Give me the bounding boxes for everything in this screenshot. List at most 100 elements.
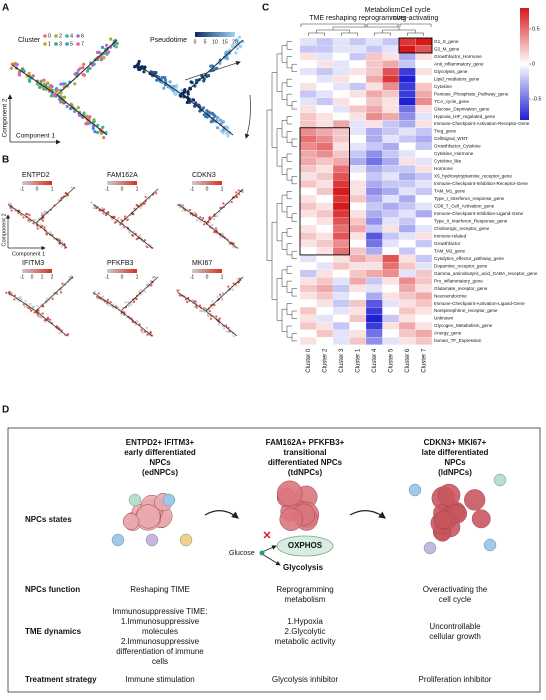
legend-label: 2 bbox=[59, 33, 62, 39]
row-label: human_TF_Expression bbox=[434, 338, 482, 343]
heatmap-cell bbox=[332, 202, 350, 211]
heatmap-cell bbox=[316, 67, 334, 76]
cell-dot bbox=[45, 233, 48, 236]
heatmap-cell bbox=[299, 82, 317, 91]
cell-dot bbox=[5, 291, 8, 294]
cell-dot bbox=[128, 231, 132, 234]
heatmap-cell bbox=[398, 180, 416, 188]
heatmap-cell bbox=[365, 45, 383, 54]
cell-dot bbox=[40, 212, 43, 215]
row-dendrogram bbox=[286, 243, 292, 256]
npc-cell bbox=[136, 504, 161, 529]
highlight-box bbox=[398, 37, 433, 54]
transition-arrow bbox=[349, 510, 386, 519]
heatmap-cell bbox=[332, 180, 350, 188]
trajectory-line bbox=[92, 292, 122, 312]
colorbar-tick-label: 1 bbox=[221, 274, 224, 280]
heatmap-cell bbox=[299, 277, 317, 285]
heatmap-cell bbox=[349, 329, 367, 338]
heatmap-cell bbox=[332, 172, 350, 181]
colorbar-tick-label: -1 bbox=[190, 274, 195, 280]
heatmap-cell bbox=[316, 202, 334, 211]
cell-dot bbox=[41, 79, 45, 83]
cell-dot bbox=[232, 242, 235, 245]
heatmap-cell bbox=[415, 337, 433, 345]
cell-dot bbox=[101, 295, 105, 298]
heatmap-cell bbox=[365, 269, 383, 278]
heatmap-cell bbox=[415, 277, 433, 285]
colorbar-tick-label: 0 bbox=[36, 186, 39, 192]
colorbar-tick-label: 2 bbox=[51, 274, 54, 280]
heatmap-cell bbox=[349, 194, 367, 203]
heatmap-cell bbox=[332, 135, 350, 143]
cell-dot bbox=[132, 233, 136, 237]
cell-dot bbox=[84, 122, 88, 126]
heatmap-cell bbox=[415, 232, 433, 241]
heatmap-cell bbox=[415, 224, 433, 233]
cell-dot bbox=[82, 73, 87, 77]
colorbar-tick-label: -0.5 bbox=[532, 96, 541, 102]
function-text: Reprogramming bbox=[276, 585, 333, 594]
heatmap-cell bbox=[316, 120, 334, 128]
row-dendrogram bbox=[291, 333, 297, 342]
colorbar-tick-label: 0 bbox=[121, 186, 124, 192]
cell-dot bbox=[51, 297, 54, 300]
heatmap-cell bbox=[299, 232, 317, 241]
row-dendrogram bbox=[281, 269, 287, 287]
npc-cell bbox=[471, 509, 491, 529]
row-dendrogram bbox=[286, 265, 292, 274]
cell-dot bbox=[127, 305, 131, 308]
heatmap-cell bbox=[316, 60, 334, 69]
legend-swatch bbox=[54, 34, 58, 38]
cell-dot bbox=[223, 327, 226, 330]
cell-dot bbox=[41, 225, 44, 228]
heatmap-cell bbox=[299, 254, 317, 263]
cell-dot bbox=[43, 210, 46, 214]
heatmap-cell bbox=[415, 105, 433, 113]
cell-dot bbox=[204, 114, 208, 119]
tme-text: cellular growth bbox=[429, 632, 481, 641]
heatmap-cell bbox=[398, 97, 416, 106]
tme-text: differentiation of immune bbox=[116, 647, 204, 656]
cell-dot bbox=[27, 71, 31, 75]
cell-dot bbox=[116, 306, 119, 309]
heatmap-cell bbox=[398, 209, 416, 218]
heatmap-cell bbox=[299, 180, 317, 188]
heatmap-cell bbox=[365, 90, 383, 98]
cell-dot bbox=[43, 319, 46, 322]
heatmap-cell bbox=[398, 75, 416, 83]
colorbar-tick-label: 0 bbox=[206, 274, 209, 280]
heatmap-cell bbox=[398, 187, 416, 196]
cell-dot bbox=[215, 126, 220, 130]
heatmap-cell bbox=[415, 262, 433, 270]
row-dendrogram bbox=[281, 120, 287, 138]
cell-dot bbox=[63, 95, 67, 99]
trajectory-line bbox=[120, 276, 159, 312]
heatmap-cell bbox=[398, 82, 416, 91]
column-header: differentiated NPCs bbox=[268, 458, 343, 467]
heatmap-cell bbox=[382, 45, 400, 54]
oxphos-label: OXPHOS bbox=[288, 541, 323, 550]
cell-dot bbox=[237, 189, 240, 192]
cell-dot bbox=[76, 68, 81, 72]
function-text: cell cycle bbox=[439, 595, 472, 604]
row-dendrogram bbox=[286, 41, 292, 50]
heatmap-cell bbox=[382, 247, 400, 256]
heatmap-cell bbox=[382, 135, 400, 143]
heatmap-cell bbox=[365, 187, 383, 196]
row-label: Growthfactor_Cytokine bbox=[434, 144, 481, 149]
column-header: FAM162A+ PFKFB3+ bbox=[266, 438, 345, 447]
heatmap-cell bbox=[365, 180, 383, 188]
column-label: Cluster 0 bbox=[306, 348, 312, 373]
tme-text: 2.Immunosuppressive bbox=[121, 637, 200, 646]
heatmap-cell bbox=[398, 157, 416, 166]
row-dendrogram bbox=[286, 303, 292, 316]
heatmap-cell bbox=[398, 284, 416, 293]
cell-dot bbox=[152, 70, 156, 75]
cell-dot bbox=[202, 79, 206, 83]
cell-dot bbox=[218, 211, 221, 214]
heatmap-cell bbox=[349, 269, 367, 278]
heatmap-cell bbox=[299, 150, 317, 158]
cell-dot bbox=[59, 100, 63, 104]
heatmap-cell bbox=[398, 262, 416, 270]
